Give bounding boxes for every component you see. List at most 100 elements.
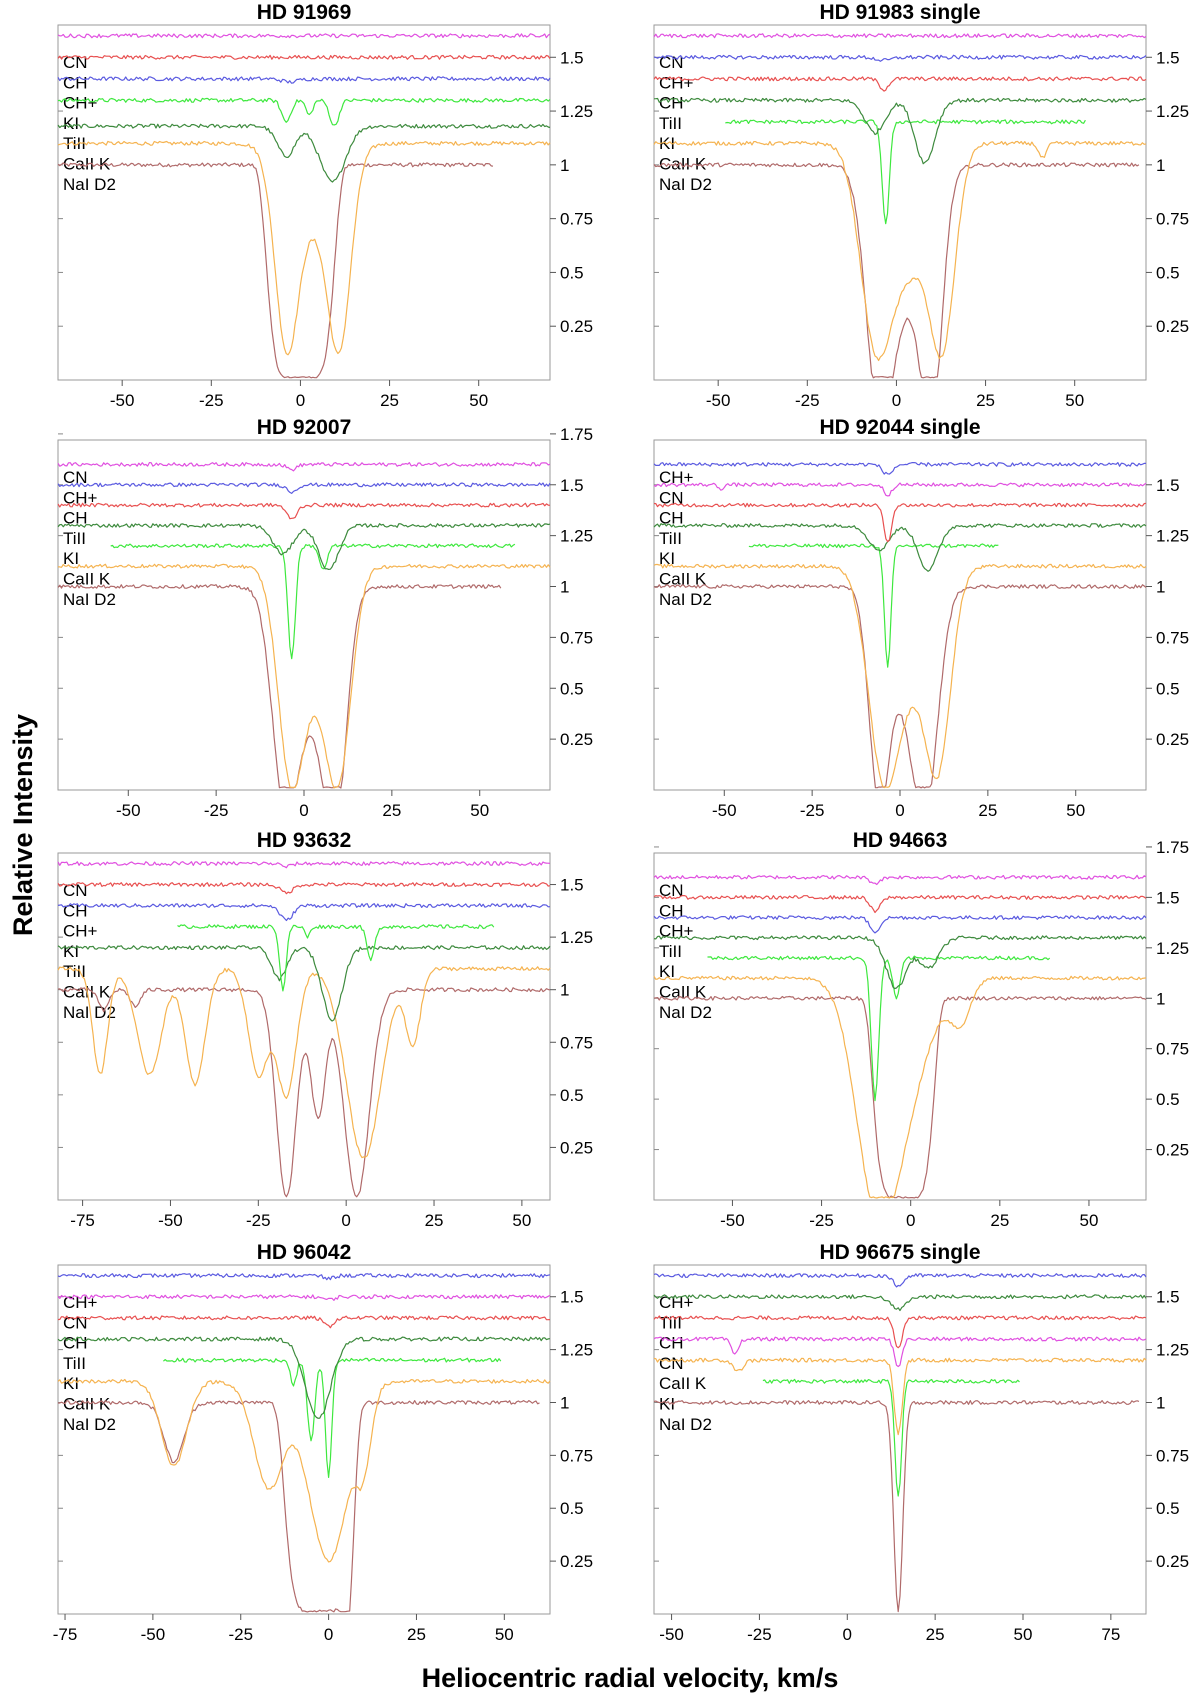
plot-frame <box>653 852 1147 1201</box>
plot-frame <box>653 24 1147 381</box>
x-tick-label: -25 <box>228 1625 253 1644</box>
series-label-ki: KI <box>659 962 675 981</box>
panel-6: HD 94663 -50 -25 0 25 50 0.25 0.5 0.75 1 1.25 1.5 1.… <box>653 829 1189 1230</box>
spectrum-cn <box>653 482 1147 497</box>
spectrum-ch <box>57 882 551 895</box>
spectrum-cn <box>57 861 551 869</box>
panel-3: HD 92007 -50 -25 0 25 50 0.25 0.5 0.75 1 1.25 1.5 1.… <box>57 416 593 820</box>
plot-frame <box>57 24 551 381</box>
x-tick-label: 25 <box>976 391 995 410</box>
series-label-ch-plus: CH+ <box>63 1293 98 1312</box>
spectrum-tiii <box>57 123 551 183</box>
spectrum-ch <box>653 76 1147 92</box>
x-tick-label: 0 <box>895 801 904 820</box>
spectrum-cn <box>653 33 1147 39</box>
spectrum-ki <box>707 955 1051 1102</box>
panel-title: HD 92007 <box>257 416 352 439</box>
spectrum-ch <box>57 1315 551 1329</box>
plot-frame <box>57 439 551 791</box>
spectrum-cn <box>57 1294 551 1302</box>
y-tick-label: 0.5 <box>1156 263 1180 282</box>
y-tick-label: 0.25 <box>560 1138 593 1157</box>
spectrum-nai-d2 <box>653 1399 1140 1613</box>
spectrum-ch <box>57 502 551 520</box>
y-tick-label: 1.75 <box>1156 838 1189 857</box>
y-tick-label: 0.75 <box>1156 1040 1189 1059</box>
x-tick-label: 50 <box>1065 391 1084 410</box>
panel-8: HD 96675 single -50 -25 0 25 50 75 0.25 0.5 0.75 1… <box>653 1241 1189 1644</box>
spectrum-ch-plus <box>57 482 551 494</box>
series-label-ch-plus: CH+ <box>659 922 694 941</box>
x-tick-label: 0 <box>892 391 901 410</box>
y-tick-label: 1.5 <box>560 48 584 67</box>
spectrum-ch <box>653 894 1147 914</box>
panel-title: HD 92044 single <box>819 416 980 439</box>
x-tick-label: -50 <box>720 1211 745 1230</box>
y-tick-label: 1.25 <box>1156 102 1189 121</box>
y-tick-label: 1.5 <box>560 876 584 895</box>
spectrum-ch-plus <box>653 1273 1147 1288</box>
x-tick-label: 50 <box>495 1625 514 1644</box>
x-tick-label: 25 <box>382 801 401 820</box>
series-label-ch: CH <box>659 901 684 920</box>
series-label-ch: CH <box>63 73 88 92</box>
spectrum-cn <box>653 1336 1147 1368</box>
series-label-caii-k: CaII K <box>63 155 111 174</box>
y-tick-label: 1.25 <box>560 527 593 546</box>
panel-title: HD 93632 <box>257 829 352 852</box>
y-tick-label: 0.25 <box>1156 1141 1189 1160</box>
panel-title: HD 96042 <box>257 1241 352 1264</box>
spectrum-ch <box>653 1315 1147 1349</box>
x-tick-label: -75 <box>70 1211 95 1230</box>
y-tick-label: 1 <box>560 981 569 1000</box>
y-tick-label: 1.25 <box>1156 1341 1189 1360</box>
spectrum-tiii <box>653 97 1147 165</box>
series-label-tiii: TiII <box>659 529 682 548</box>
spectrum-ch-plus <box>57 1273 551 1281</box>
series-label-tiii: TiII <box>63 1354 86 1373</box>
series-label-caii-k: CaII K <box>659 983 707 1002</box>
spectrum-caii-k <box>653 975 1147 1199</box>
y-tick-label: 1.5 <box>560 476 584 495</box>
y-tick-label: 1 <box>1156 989 1165 1008</box>
y-tick-label: 0.75 <box>560 210 593 229</box>
series-label-ch-plus: CH+ <box>659 73 694 92</box>
x-tick-label: 50 <box>470 801 489 820</box>
series-label-ch-plus: CH+ <box>63 94 98 113</box>
y-tick-label: 0.25 <box>1156 317 1189 336</box>
x-tick-label: 0 <box>341 1211 350 1230</box>
y-tick-label: 1.25 <box>560 1341 593 1360</box>
figure-x-axis-label: Heliocentric radial velocity, km/s <box>422 1663 839 1693</box>
x-tick-label: -25 <box>204 801 229 820</box>
y-tick-label: 0.5 <box>560 1499 584 1518</box>
spectrum-nai-d2 <box>653 584 1147 789</box>
spectrum-ki <box>748 543 999 668</box>
spectrum-nai-d2 <box>58 1399 540 1613</box>
spectrum-ch-plus <box>57 76 551 84</box>
spectrum-caii-k <box>653 1357 1147 1436</box>
y-tick-label: 1 <box>1156 578 1165 597</box>
x-tick-label: 50 <box>512 1211 531 1230</box>
panel-title: HD 91983 single <box>819 1 980 24</box>
y-tick-label: 1.25 <box>560 102 593 121</box>
series-label-nai-d2: NaI D2 <box>63 590 116 609</box>
spectrum-ki <box>762 1378 1020 1497</box>
series-label-tiii: TiII <box>63 134 86 153</box>
y-tick-label: 1.5 <box>560 1288 584 1307</box>
spectrum-cn <box>653 874 1147 886</box>
x-tick-label: -50 <box>712 801 737 820</box>
x-tick-label: -75 <box>53 1625 78 1644</box>
x-tick-label: -50 <box>158 1211 183 1230</box>
series-label-caii-k: CaII K <box>659 155 707 174</box>
series-label-ki: KI <box>63 1374 79 1393</box>
y-tick-label: 0.25 <box>560 317 593 336</box>
x-tick-label: 25 <box>380 391 399 410</box>
spectrum-ki <box>110 543 516 660</box>
series-label-caii-k: CaII K <box>63 1395 111 1414</box>
series-label-nai-d2: NaI D2 <box>659 1415 712 1434</box>
y-tick-label: 0.5 <box>1156 679 1180 698</box>
spectrum-caii-k <box>653 563 1147 789</box>
x-tick-label: 25 <box>990 1211 1009 1230</box>
spectrum-ki <box>725 119 1086 225</box>
plot-frame <box>57 852 551 1201</box>
